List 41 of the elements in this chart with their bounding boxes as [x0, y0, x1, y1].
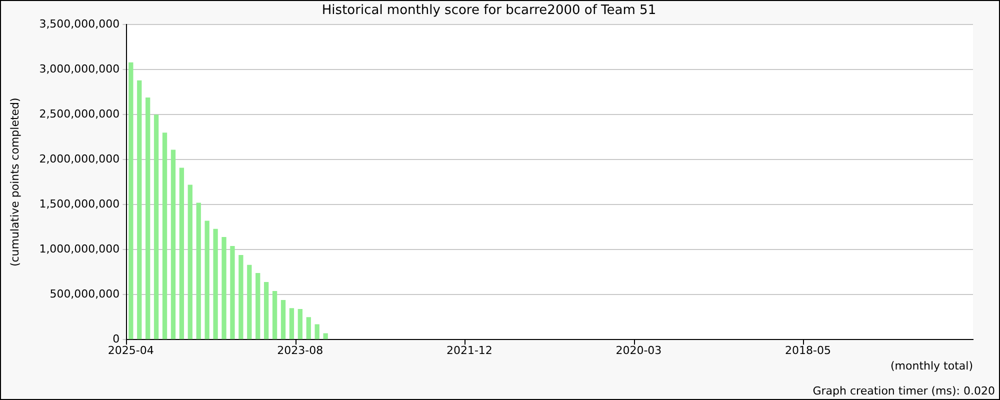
text: Graph creation timer (ms): 0.020: [812, 384, 995, 398]
bar: [256, 273, 260, 340]
bar: [222, 237, 226, 340]
x-tick-label: 2020-03: [616, 344, 662, 358]
x-tick-label: 2021-12: [446, 344, 492, 358]
y-tick-label: 1,500,000,000: [39, 197, 120, 210]
bar: [128, 62, 134, 340]
bar: [188, 184, 192, 340]
bar: [230, 246, 235, 340]
bar: [162, 132, 168, 340]
bar: [170, 150, 176, 340]
bar: [289, 308, 294, 340]
bar: [154, 114, 159, 340]
y-tick-label: 1,000,000,000: [39, 242, 120, 256]
y-tick-label: 0: [112, 332, 120, 346]
bar: [323, 333, 328, 340]
bar: [306, 317, 311, 340]
bar: [314, 324, 320, 340]
y-axis-title: (cumulative points completed): [8, 98, 22, 267]
bar: [247, 264, 252, 340]
x-tick-label: 2025-04: [108, 344, 154, 358]
bar: [264, 282, 269, 340]
bar: [204, 220, 210, 340]
bar: [298, 309, 302, 340]
bar: [179, 168, 184, 340]
bar: [146, 98, 150, 340]
bar: [137, 80, 142, 340]
x-tick-label: 2018-05: [784, 344, 831, 358]
bar: [196, 202, 201, 340]
chart-title: Historical monthly score for bcarre2000 of Team 51: [322, 3, 656, 18]
x-axis-title: (monthly total): [890, 359, 973, 372]
y-tick-label: 3,500,000,000: [39, 17, 120, 30]
y-tick-label: 2,000,000,000: [39, 152, 120, 166]
bar: [238, 255, 244, 340]
y-tick-label: 2,500,000,000: [39, 107, 120, 120]
x-tick-label: 2023-08: [277, 344, 324, 358]
y-tick-label: 500,000,000: [50, 287, 120, 300]
y-tick-label: 3,000,000,000: [39, 62, 120, 76]
bar: [272, 291, 278, 340]
bar: [280, 300, 286, 340]
bar: [213, 228, 218, 340]
